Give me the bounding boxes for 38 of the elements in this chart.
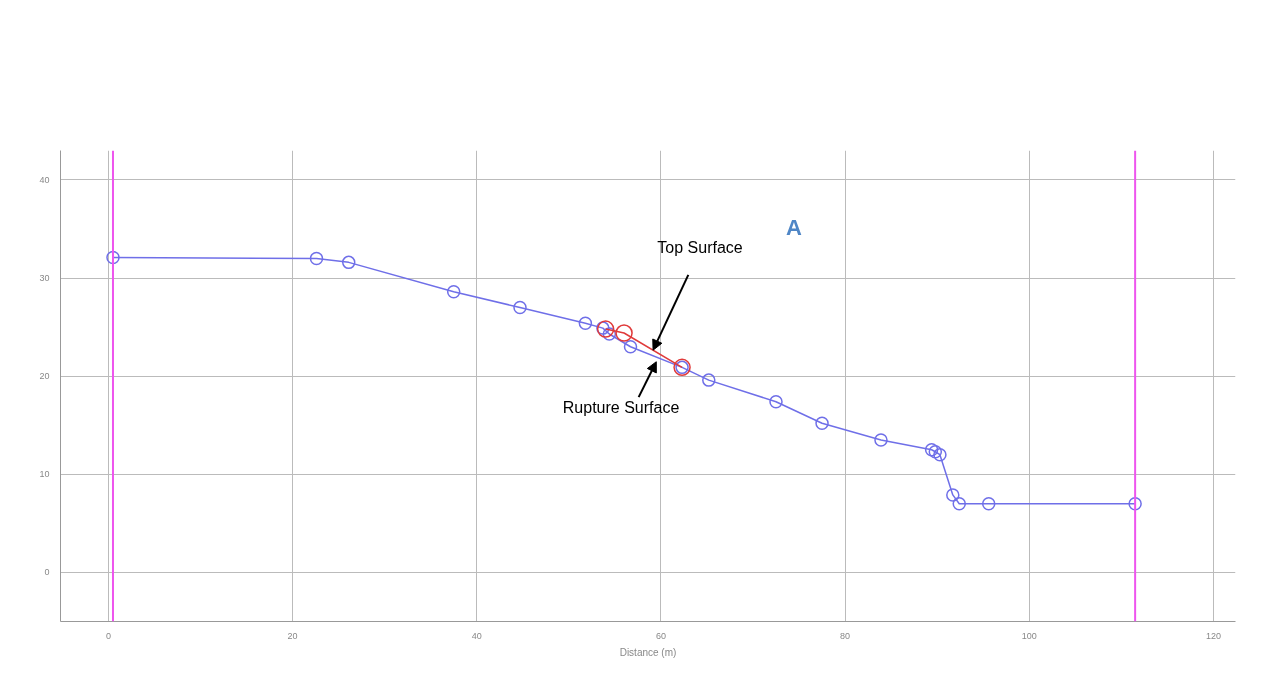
y-tick-label: 40 xyxy=(39,174,50,185)
point xyxy=(924,443,939,457)
point xyxy=(702,373,716,387)
annotation: A xyxy=(786,215,803,241)
point xyxy=(874,433,888,447)
point xyxy=(602,327,617,341)
point xyxy=(341,255,356,270)
x-tick-label: 100 xyxy=(1021,630,1037,641)
point xyxy=(928,445,943,459)
point xyxy=(952,497,966,511)
x-tick-label: 40 xyxy=(471,630,482,641)
point xyxy=(1128,497,1142,511)
point xyxy=(578,316,593,330)
point xyxy=(933,447,947,462)
point xyxy=(106,250,120,265)
text: Top Surface xyxy=(657,238,743,256)
point xyxy=(769,394,783,409)
y-tick-label: 20 xyxy=(39,371,50,382)
point xyxy=(513,300,527,315)
point xyxy=(946,488,960,502)
x-tick-label: 0 xyxy=(105,630,111,641)
y-tick-label: 0 xyxy=(44,567,50,578)
point xyxy=(596,320,615,338)
point xyxy=(615,324,633,342)
x-tick-label: 80 xyxy=(840,630,851,641)
series-label: Rupture Surface xyxy=(562,399,680,417)
x-axis-title: Distance (m) xyxy=(619,646,677,658)
x-tick-label: 60 xyxy=(655,630,666,641)
y-tick-label: 10 xyxy=(39,469,50,480)
point xyxy=(446,285,461,299)
point xyxy=(623,340,638,354)
point xyxy=(309,251,324,266)
point xyxy=(596,321,610,335)
point xyxy=(981,497,996,511)
y-tick-label: 30 xyxy=(39,273,50,284)
x-tick-label: 120 xyxy=(1205,630,1221,641)
x-tick-label: 20 xyxy=(287,630,298,641)
point xyxy=(815,416,829,431)
